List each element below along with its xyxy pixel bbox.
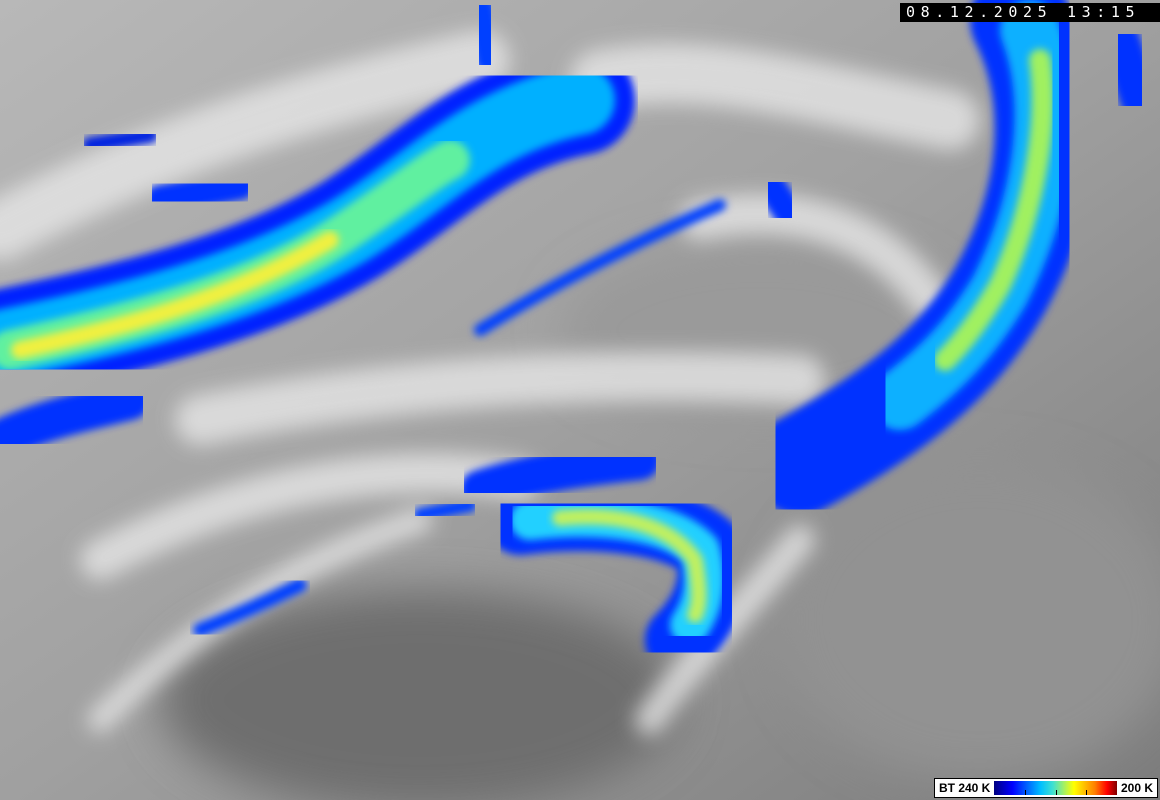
legend-color-bar [994, 781, 1117, 795]
legend-max-label: 200 K [1120, 781, 1153, 795]
cloud-band-east [750, 0, 1160, 515]
legend-tick [1055, 790, 1057, 795]
legend-tick [1025, 790, 1026, 795]
timestamp: 08.12.2025 13:15 [900, 3, 1160, 22]
cloud-band-west [0, 0, 726, 637]
cirrus-clouds [0, 30, 980, 735]
clear-areas [160, 240, 1160, 800]
cloud-cell-south [413, 440, 748, 675]
legend-min-label: BT 240 K [939, 781, 991, 795]
color-scale-legend: BT 240 K 200 K [934, 778, 1158, 798]
legend-tick [1086, 790, 1088, 795]
